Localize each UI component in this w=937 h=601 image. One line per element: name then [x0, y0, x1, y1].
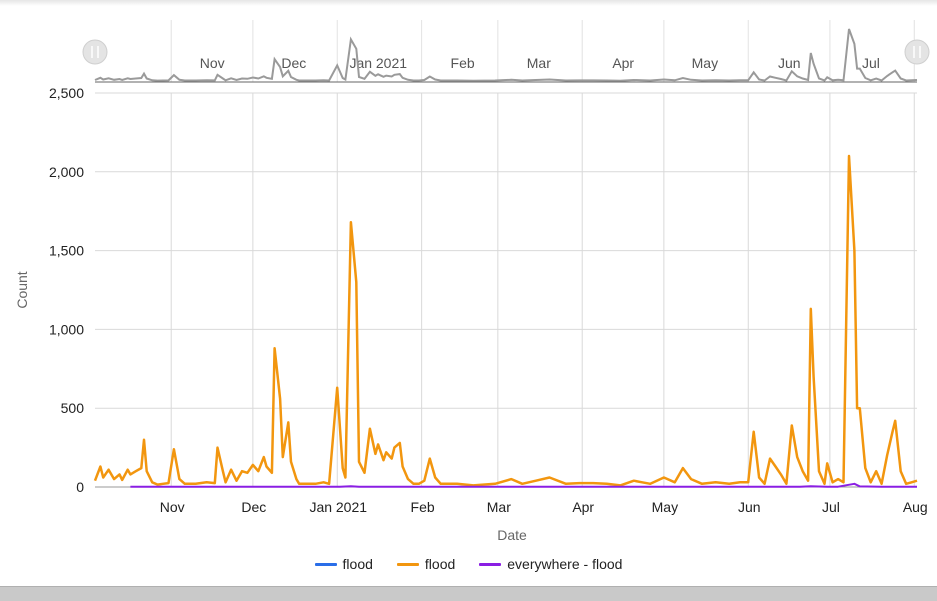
- series-layer: [93, 154, 918, 488]
- x-tick-label: Apr: [572, 499, 594, 515]
- x-tick-label: Aug: [903, 499, 928, 515]
- legend-item-2[interactable]: everywhere - flood: [479, 556, 622, 572]
- navigator-tick-label: Dec: [281, 55, 306, 71]
- legend-item-1[interactable]: flood: [396, 556, 456, 572]
- x-tick-label: Mar: [487, 499, 511, 515]
- legend: flood flood everywhere - flood: [0, 553, 937, 575]
- legend-item-0[interactable]: flood: [314, 556, 373, 572]
- series-line-2: [130, 482, 917, 488]
- y-axis-title: Count: [14, 271, 30, 308]
- x-tick-label: May: [652, 499, 678, 515]
- navigator-tick-label: May: [692, 55, 718, 71]
- x-tick-label: Dec: [241, 499, 266, 515]
- y-tick-label: 2,500: [49, 85, 84, 101]
- navigator-tick-label: Jul: [862, 55, 880, 71]
- y-tick-label: 500: [61, 400, 85, 416]
- x-axis-tick-labels: Nov Dec Jan 2021 Feb Mar Apr May Jun Jul Aug: [160, 499, 928, 515]
- legend-label: everywhere - flood: [507, 556, 623, 572]
- x-tick-label: Jan 2021: [309, 499, 367, 515]
- navigator-tick-label: Mar: [527, 55, 551, 71]
- navigator-right-handle[interactable]: [904, 39, 930, 65]
- y-tick-label: 0: [76, 479, 84, 495]
- navigator-tick-label: Jan 2021: [349, 55, 407, 71]
- y-axis-tick-labels: 0 500 1,000 1,500 2,000 2,500: [49, 85, 84, 495]
- x-tick-label: Nov: [160, 499, 185, 515]
- x-tick-label: Feb: [411, 499, 435, 515]
- navigator-tick-label: Nov: [200, 55, 225, 71]
- legend-label: flood: [424, 556, 456, 572]
- legend-swatch: [396, 562, 419, 566]
- vertical-gridlines: [170, 93, 915, 487]
- window-top-edge: [0, 0, 937, 6]
- legend-swatch: [314, 562, 337, 566]
- legend-swatch: [479, 562, 502, 566]
- chart: Nov Dec Jan 2021 Feb Mar Apr May Jun Jul Aug 0 500…: [14, 20, 930, 543]
- x-axis-title: Date: [497, 527, 527, 543]
- navigator-tick-label: Apr: [612, 55, 634, 71]
- y-tick-label: 1,500: [49, 243, 84, 259]
- navigator-series-line: [94, 28, 918, 82]
- x-tick-label: Jul: [822, 499, 840, 515]
- horizontal-gridlines: [95, 92, 917, 488]
- navigator-tick-label: Feb: [451, 55, 475, 71]
- horizontal-scrollbar[interactable]: [0, 586, 937, 601]
- navigator-background: [95, 20, 917, 82]
- legend-label: flood: [342, 556, 373, 572]
- navigator-left-handle[interactable]: [82, 39, 108, 65]
- y-tick-label: 2,000: [49, 164, 84, 180]
- y-tick-label: 1,000: [49, 321, 84, 337]
- x-tick-label: Jun: [738, 499, 761, 515]
- navigator-tick-label: Jun: [778, 55, 801, 71]
- series-line-1: [93, 154, 918, 487]
